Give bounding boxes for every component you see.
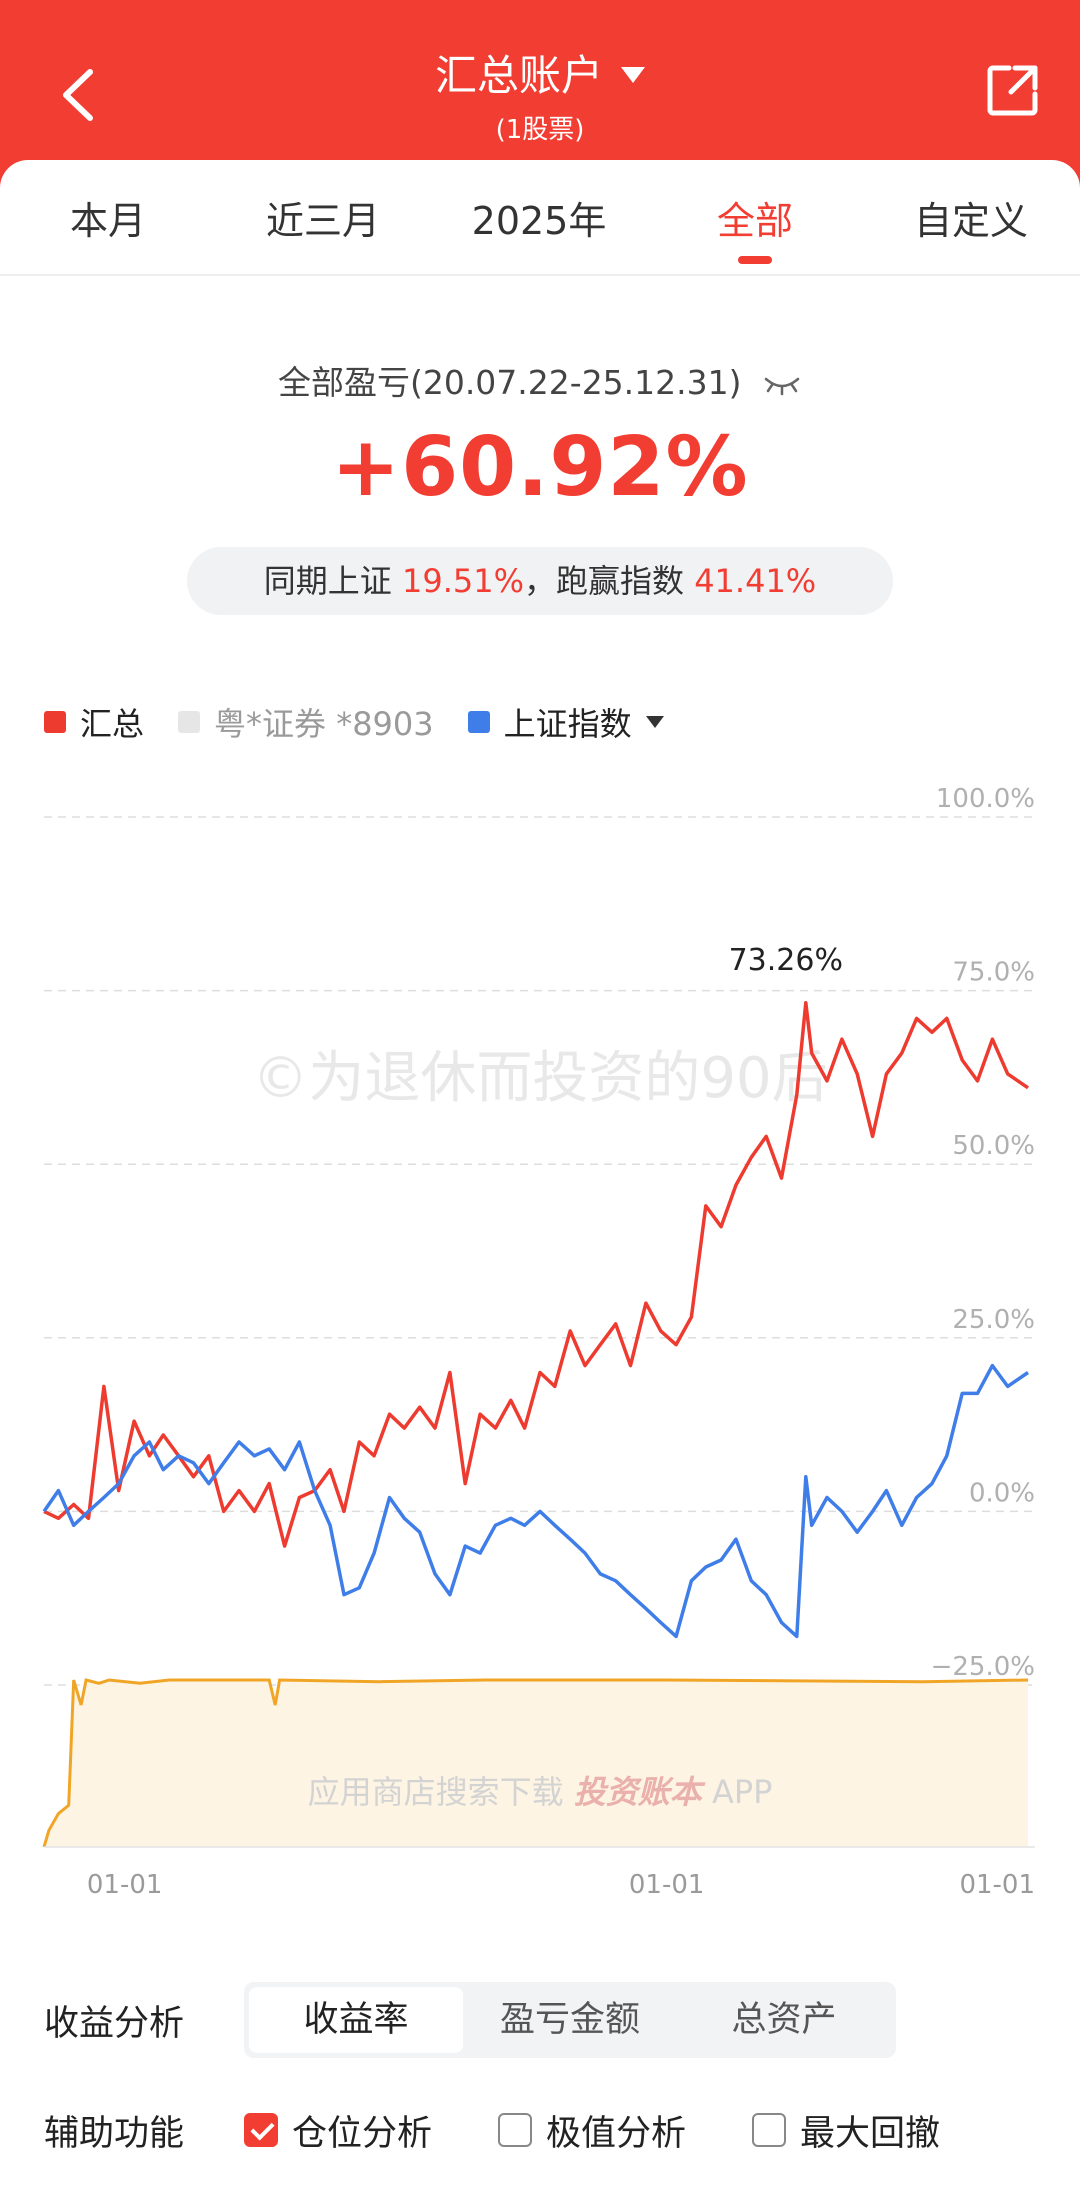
eye-closed-icon[interactable]: [762, 373, 802, 397]
tab-last-three-months[interactable]: 近三月: [265, 199, 381, 243]
y-tick-label: 75.0%: [952, 958, 1035, 988]
outperform-value: 41.41%: [694, 562, 817, 600]
back-arrow-icon[interactable]: [50, 60, 110, 130]
extreme-value-label: 极值分析: [546, 2113, 687, 2154]
total-return-value: +60.92%: [331, 420, 749, 515]
index-return-value: 19.51%: [401, 562, 524, 600]
comparison-prefix: 同期上证: [263, 562, 392, 600]
legend-item-total[interactable]: 汇总: [44, 699, 144, 745]
y-tick-label: 25.0%: [952, 1305, 1035, 1335]
account-title-block: 汇总账户 (1股票): [0, 42, 1080, 146]
tab-2025[interactable]: 2025年: [471, 199, 607, 243]
position-line: [42, 1678, 1029, 1848]
position-analysis-checkbox[interactable]: 仓位分析: [244, 2105, 432, 2156]
chart-watermark: ©为退休而投资的90后: [252, 1046, 827, 1111]
tab-custom[interactable]: 自定义: [913, 199, 1029, 243]
caret-down-icon: [621, 66, 645, 83]
checkbox-unchecked-icon: [498, 2113, 533, 2147]
return-analysis-segmented-control: 收益率 盈亏金额 总资产: [244, 1982, 896, 2058]
account-subtitle: (1股票): [495, 115, 585, 145]
legend-label-total: 汇总: [80, 705, 145, 743]
segment-pnl-amount[interactable]: 盈亏金额: [499, 2000, 640, 2040]
account-switcher[interactable]: 汇总账户: [435, 42, 645, 103]
legend-swatch-total: [44, 711, 66, 733]
total-pnl-period: 全部盈亏(20.07.22-25.12.31): [277, 363, 742, 402]
extreme-value-checkbox[interactable]: 极值分析: [498, 2105, 686, 2156]
legend-label-shanghai-index: 上证指数: [503, 705, 632, 743]
x-tick-label: 01-01: [959, 1870, 1035, 1900]
account-title: 汇总账户: [434, 51, 603, 100]
y-tick-label: 100.0%: [936, 784, 1035, 814]
y-tick-label: −25.0%: [931, 1652, 1035, 1682]
total-pnl-label: 全部盈亏(20.07.22-25.12.31): [0, 356, 1080, 404]
app-download-watermark: 应用商店搜索下载 投资账本 APP: [308, 1773, 773, 1811]
segment-return-rate[interactable]: 收益率: [249, 1987, 463, 2053]
total-return-line: [43, 1000, 1029, 1548]
period-tabs: 本月 近三月 2025年 全部 自定义: [0, 160, 1080, 276]
shanghai-index-line: [42, 1363, 1029, 1639]
y-tick-label: 0.0%: [969, 1478, 1035, 1508]
auxiliary-functions-row: 辅助功能 仓位分析 极值分析 最大回撤: [44, 2100, 1006, 2160]
checkbox-checked-icon: [244, 2113, 278, 2147]
position-area: [44, 1680, 1028, 1847]
x-tick-label: 01-01: [629, 1870, 705, 1900]
legend-item-broker-account[interactable]: 粤*证券 *8903: [178, 699, 434, 745]
tab-this-month[interactable]: 本月: [69, 199, 147, 243]
x-tick-label: 01-01: [87, 1870, 163, 1900]
checkbox-unchecked-icon: [752, 2113, 787, 2147]
legend-swatch-broker-account: [178, 711, 201, 733]
legend-swatch-shanghai-index: [467, 711, 490, 733]
active-tab-indicator: [738, 256, 772, 264]
return-analysis-row: 收益分析 收益率 盈亏金额 总资产: [44, 1982, 896, 2058]
legend-label-broker-account: 粤*证券 *8903: [214, 705, 434, 743]
segment-total-assets[interactable]: 总资产: [731, 2000, 837, 2040]
comparison-mid: ，跑赢指数: [524, 562, 685, 600]
position-analysis-label: 仓位分析: [292, 2113, 433, 2154]
max-drawdown-checkbox[interactable]: 最大回撤: [752, 2105, 940, 2156]
chart-legend: 汇总 粤*证券 *8903 上证指数: [44, 700, 698, 744]
share-export-icon[interactable]: [985, 62, 1041, 118]
y-tick-label: 50.0%: [952, 1131, 1035, 1161]
tab-all[interactable]: 全部: [716, 199, 794, 243]
index-comparison: 同期上证 19.51%，跑赢指数 41.41%: [187, 547, 893, 615]
return-chart[interactable]: 100.0% 75.0% 50.0% 25.0% 0.0% −25.0% ©为退休而投资的9…: [0, 770, 1080, 1900]
peak-value-label: 73.26%: [729, 943, 843, 978]
max-drawdown-label: 最大回撤: [800, 2113, 941, 2154]
legend-item-shanghai-index[interactable]: 上证指数: [467, 699, 664, 745]
auxiliary-functions-label: 辅助功能: [44, 2113, 185, 2154]
return-analysis-label: 收益分析: [44, 2003, 185, 2044]
content-card: [0, 160, 1080, 2198]
caret-down-icon: [645, 716, 664, 728]
